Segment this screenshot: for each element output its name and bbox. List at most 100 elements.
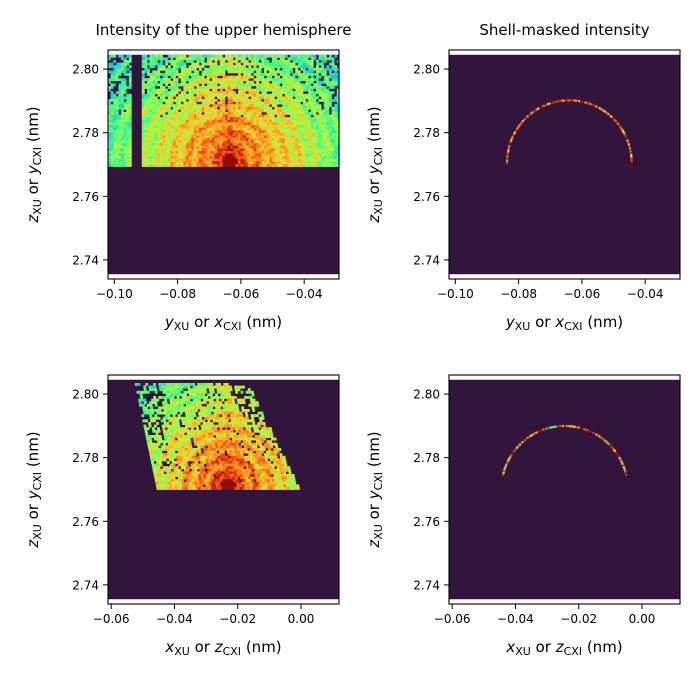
heatmap-cell: [113, 138, 116, 141]
heatmap-cell: [155, 417, 158, 420]
heatmap-cell: [313, 154, 316, 157]
heatmap-cell: [230, 70, 233, 73]
heatmap-cell: [207, 430, 210, 433]
heatmap-cell: [124, 128, 127, 131]
heatmap-cell: [178, 164, 181, 167]
heatmap-cell: [177, 458, 180, 461]
heatmap-cell: [173, 133, 176, 136]
heatmap-cell: [275, 469, 278, 472]
heatmap-cell: [324, 159, 327, 162]
heatmap-cell: [173, 141, 176, 144]
heatmap-cell: [233, 154, 236, 157]
heatmap-cell: [187, 432, 190, 435]
heatmap-cell: [324, 78, 327, 81]
heatmap-cell: [303, 76, 306, 79]
heatmap-cell: [211, 425, 214, 428]
heatmap-cell: [285, 73, 288, 76]
heatmap-cell: [157, 104, 160, 107]
heatmap-cell: [230, 94, 233, 97]
heatmap-cell: [126, 156, 129, 159]
heatmap-cell: [234, 448, 237, 451]
heatmap-cell: [147, 138, 150, 141]
heatmap-cell: [191, 65, 194, 68]
heatmap-cell: [171, 458, 174, 461]
heatmap-cell: [246, 55, 249, 58]
heatmap-cell: [261, 146, 264, 149]
heatmap-cell: [287, 477, 290, 480]
heatmap-cell: [324, 133, 327, 136]
heatmap-cell: [129, 81, 132, 84]
heatmap-cell: [270, 445, 273, 448]
heatmap-cell: [274, 102, 277, 105]
heatmap-cell: [321, 68, 324, 71]
heatmap-cell: [169, 471, 172, 474]
heatmap-cell: [196, 425, 199, 428]
heatmap-cell: [189, 430, 192, 433]
heatmap-cell: [326, 65, 329, 68]
heatmap-cell: [227, 440, 230, 443]
heatmap-cell: [148, 445, 151, 448]
heatmap-cell: [208, 409, 211, 412]
heatmap-cell: [209, 112, 212, 115]
heatmap-cell: [129, 104, 132, 107]
heatmap-cell: [111, 83, 114, 86]
heatmap-cell: [178, 146, 181, 149]
heatmap-cell: [233, 115, 236, 118]
heatmap-cell: [159, 451, 162, 454]
heatmap-cell: [212, 156, 215, 159]
heatmap-cell: [272, 161, 275, 164]
heatmap-cell: [264, 148, 267, 151]
heatmap-cell: [155, 453, 158, 456]
heatmap-cell: [233, 159, 236, 162]
heatmap-cell: [303, 70, 306, 73]
heatmap-cell: [324, 91, 327, 94]
heatmap-cell: [324, 128, 327, 131]
heatmap-cell: [155, 151, 158, 154]
heatmap-cell: [329, 70, 332, 73]
heatmap-cell: [147, 104, 150, 107]
heatmap-cell: [164, 448, 167, 451]
heatmap-cell: [116, 109, 119, 112]
heatmap-cell: [225, 128, 228, 131]
heatmap-cell: [196, 73, 199, 76]
heatmap-cell: [280, 120, 283, 123]
heatmap-cell: [321, 138, 324, 141]
heatmap-cell: [295, 161, 298, 164]
heatmap-cell: [220, 112, 223, 115]
heatmap-cell: [175, 388, 178, 391]
heatmap-cell: [243, 130, 246, 133]
heatmap-cell: [173, 107, 176, 110]
heatmap-cell: [212, 130, 215, 133]
heatmap-cell: [241, 130, 244, 133]
heatmap-cell: [215, 453, 218, 456]
heatmap-cell: [163, 453, 166, 456]
heatmap-cell: [235, 63, 238, 66]
heatmap-cell: [300, 76, 303, 79]
heatmap-cell: [233, 86, 236, 89]
heatmap-cell: [313, 86, 316, 89]
heatmap-cell: [256, 120, 259, 123]
heatmap-cell: [176, 83, 179, 86]
heatmap-cell: [176, 430, 179, 433]
heatmap-cell: [295, 159, 298, 162]
heatmap-cell: [189, 164, 192, 167]
heatmap-cell: [267, 164, 270, 167]
heatmap-cell: [216, 474, 219, 477]
heatmap-cell: [144, 151, 147, 154]
heatmap-cell: [293, 133, 296, 136]
heatmap-cell: [176, 81, 179, 84]
heatmap-cell: [240, 427, 243, 430]
heatmap-cell: [221, 396, 224, 399]
heatmap-cell: [228, 404, 231, 407]
heatmap-cell: [199, 94, 202, 97]
heatmap-cell: [316, 70, 319, 73]
heatmap-cell: [157, 112, 160, 115]
heatmap-cell: [170, 143, 173, 146]
heatmap-cell: [186, 60, 189, 63]
heatmap-cell: [235, 94, 238, 97]
heatmap-cell: [295, 141, 298, 144]
heatmap-cell: [182, 422, 185, 425]
heatmap-cell: [248, 161, 251, 164]
heatmap-cell: [183, 91, 186, 94]
heatmap-cell: [170, 63, 173, 66]
